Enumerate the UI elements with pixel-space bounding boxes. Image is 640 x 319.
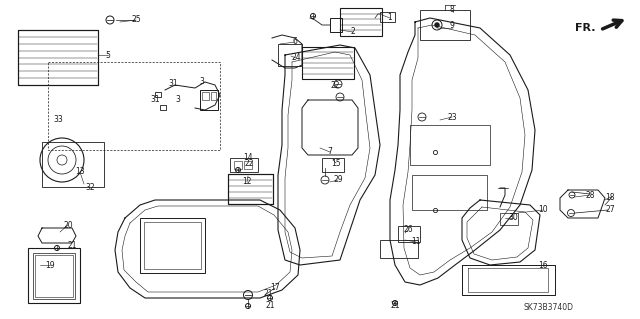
Text: 1: 1 — [388, 13, 392, 23]
Bar — [35, 255, 73, 297]
Bar — [28, 248, 80, 303]
Bar — [278, 44, 302, 66]
Text: FR.: FR. — [575, 23, 595, 33]
Text: 30: 30 — [508, 213, 518, 222]
Text: 5: 5 — [106, 50, 111, 60]
Text: 7: 7 — [328, 147, 332, 157]
Text: 21: 21 — [390, 300, 400, 309]
Text: 28: 28 — [585, 190, 595, 199]
Text: 21: 21 — [265, 300, 275, 309]
Text: SK73B3740D: SK73B3740D — [523, 303, 573, 313]
Bar — [340, 8, 382, 36]
Text: 13: 13 — [75, 167, 85, 176]
Text: 19: 19 — [45, 261, 55, 270]
Bar — [410, 125, 490, 165]
Text: 14: 14 — [243, 153, 253, 162]
Bar — [228, 174, 273, 204]
Text: 2: 2 — [351, 27, 355, 36]
Text: 17: 17 — [270, 284, 280, 293]
Text: 31: 31 — [150, 95, 160, 105]
Text: 21: 21 — [67, 241, 77, 249]
Text: 12: 12 — [243, 177, 252, 187]
Bar — [230, 158, 258, 172]
Bar — [302, 47, 354, 79]
Text: 9: 9 — [449, 21, 454, 31]
Bar — [160, 105, 166, 110]
Bar — [155, 92, 161, 97]
Bar — [420, 10, 470, 40]
Text: 16: 16 — [538, 261, 548, 270]
Text: 18: 18 — [605, 192, 615, 202]
Bar — [330, 18, 342, 32]
Bar — [18, 30, 98, 85]
Bar — [202, 92, 209, 100]
Text: 3: 3 — [175, 95, 180, 105]
Bar — [42, 142, 104, 187]
Text: 20: 20 — [63, 220, 73, 229]
Text: 22: 22 — [330, 80, 340, 90]
Bar — [244, 161, 252, 169]
Text: 29: 29 — [333, 175, 343, 184]
Text: 8: 8 — [450, 5, 454, 14]
Text: 26: 26 — [403, 226, 413, 234]
Bar — [412, 175, 487, 210]
Circle shape — [435, 23, 440, 27]
Text: 24: 24 — [291, 54, 301, 63]
Bar — [228, 174, 273, 204]
Bar — [380, 240, 418, 258]
Bar — [211, 92, 216, 100]
Text: 32: 32 — [85, 183, 95, 192]
Text: 3: 3 — [200, 78, 204, 86]
Text: 22: 22 — [244, 159, 253, 167]
Text: 23: 23 — [447, 113, 457, 122]
Bar — [33, 253, 75, 299]
Bar — [18, 30, 98, 85]
Bar — [200, 90, 218, 110]
Text: 25: 25 — [131, 16, 141, 25]
Text: 33: 33 — [53, 115, 63, 124]
Bar — [322, 158, 344, 172]
Bar — [398, 226, 420, 242]
Text: 15: 15 — [331, 159, 341, 167]
Bar — [140, 218, 205, 273]
Text: 10: 10 — [538, 205, 548, 214]
Text: 11: 11 — [412, 238, 420, 247]
Bar — [234, 161, 242, 169]
Text: 21: 21 — [263, 288, 273, 298]
Bar — [500, 213, 518, 225]
Bar — [380, 12, 395, 22]
Bar — [144, 222, 201, 269]
Text: 31: 31 — [168, 78, 178, 87]
Text: 27: 27 — [605, 205, 615, 214]
Text: 6: 6 — [292, 38, 298, 47]
